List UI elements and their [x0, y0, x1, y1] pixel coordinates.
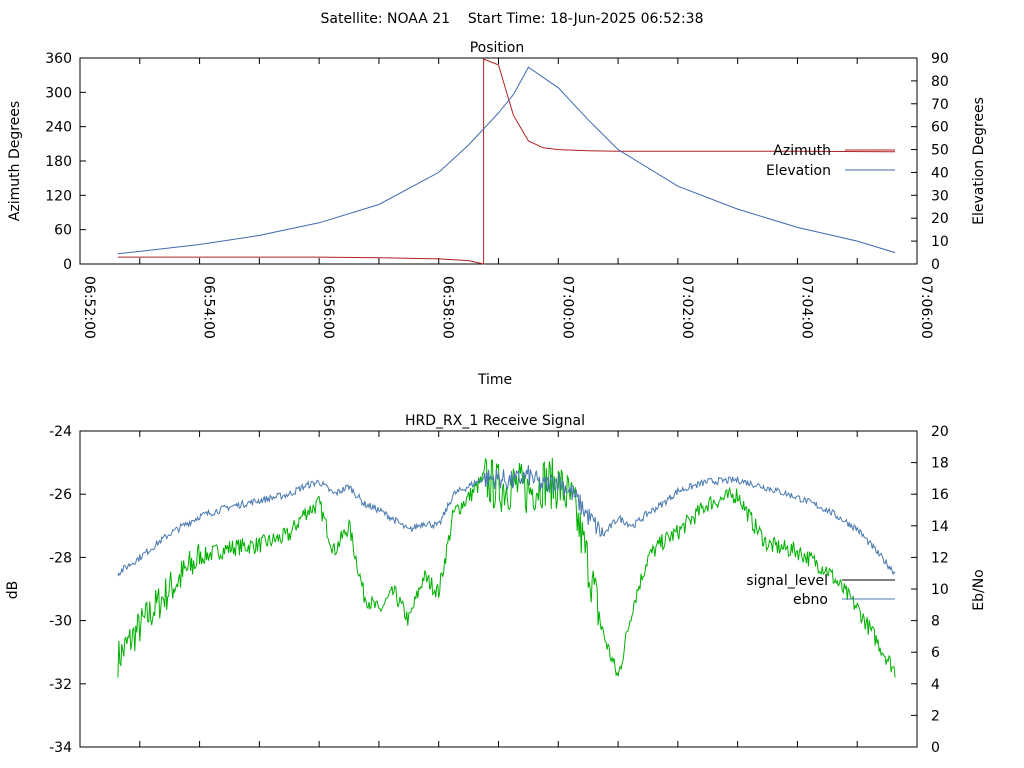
position-y-tick-label: 300: [45, 85, 72, 101]
signal-y2-tick-label: 12: [931, 550, 949, 566]
position-y2-tick-label: 80: [931, 74, 949, 90]
signal-y2-axis-label: Eb/No: [971, 569, 987, 611]
page-title: Satellite: NOAA 21 Start Time: 18-Jun-20…: [321, 11, 704, 27]
signal-y-tick-label: -32: [49, 677, 72, 693]
position-y-tick-label: 120: [45, 188, 72, 204]
position-x-tick-label: 06:56:00: [320, 276, 336, 339]
position-x-axis-label: Time: [477, 372, 512, 388]
position-chart-title: Position: [470, 40, 525, 56]
signal-y-tick-label: -24: [49, 424, 72, 440]
legend-label-elevation: Elevation: [766, 163, 831, 179]
position-y2-tick-label: 0: [931, 257, 940, 273]
signal-y-tick-label: -26: [49, 487, 72, 503]
legend-label-ebno: ebno: [793, 592, 828, 608]
position-y-tick-label: 60: [54, 223, 72, 239]
signal-y2-tick-label: 18: [931, 456, 949, 472]
position-x-tick-label: 07:00:00: [559, 276, 575, 339]
legend-label-signal-level: signal_level: [746, 573, 828, 589]
signal-y-tick-label: -28: [49, 550, 72, 566]
position-y-tick-label: 240: [45, 120, 72, 136]
position-y2-tick-label: 20: [931, 211, 949, 227]
position-y2-tick-label: 40: [931, 165, 949, 181]
signal-y2-tick-label: 10: [931, 582, 949, 598]
position-panel: Position Time Azimuth Degrees Elevation …: [7, 40, 987, 388]
signal-y-tick-label: -34: [49, 740, 72, 756]
position-y-tick-label: 360: [45, 51, 72, 67]
elevation-series-line: [117, 66, 896, 255]
position-x-tick-label: 07:04:00: [798, 276, 814, 339]
position-y-tick-label: 180: [45, 154, 72, 170]
position-x-tick-label: 07:02:00: [679, 276, 695, 339]
position-y2-tick-label: 50: [931, 143, 949, 159]
position-plot-frame: [79, 57, 918, 265]
signal-y2-tick-label: 6: [931, 645, 940, 661]
signal-y-tick-label: -30: [49, 614, 72, 630]
signal-y2-tick-label: 16: [931, 487, 949, 503]
position-y2-tick-label: 70: [931, 97, 949, 113]
signal-chart-title: HRD_RX_1 Receive Signal: [405, 413, 585, 429]
position-x-tick-label: 07:06:00: [918, 276, 934, 339]
position-y-axis-label: Azimuth Degrees: [7, 101, 23, 221]
receive-signal-panel: HRD_RX_1 Receive Signal dB Eb/No -34 -32 -…: [5, 413, 987, 756]
signal-y2-tick-label: 20: [931, 424, 949, 440]
position-y2-axis-label: Elevation Degrees: [971, 97, 987, 225]
position-y2-tick-label: 90: [931, 51, 949, 67]
position-y2-tick-label: 60: [931, 120, 949, 136]
position-y2-tick-label: 10: [931, 234, 949, 250]
signal-y2-tick-label: 8: [931, 614, 940, 630]
signal-y-axis-label: dB: [5, 581, 21, 600]
position-y2-tick-label: 30: [931, 188, 949, 204]
signal-level-series-line: [117, 457, 896, 678]
position-x-tick-label: 06:58:00: [440, 276, 456, 339]
signal-y2-tick-label: 4: [931, 677, 940, 693]
position-x-tick-label: 06:54:00: [201, 276, 217, 339]
position-y-tick-label: 0: [63, 257, 72, 273]
signal-y2-tick-label: 0: [931, 740, 940, 756]
ebno-series-line: [117, 464, 896, 577]
signal-y2-tick-label: 14: [931, 519, 949, 535]
legend-label-azimuth: Azimuth: [773, 143, 831, 159]
position-x-tick-label: 06:52:00: [81, 276, 97, 339]
signal-y2-tick-label: 2: [931, 708, 940, 724]
azimuth-series-line: [117, 58, 896, 265]
